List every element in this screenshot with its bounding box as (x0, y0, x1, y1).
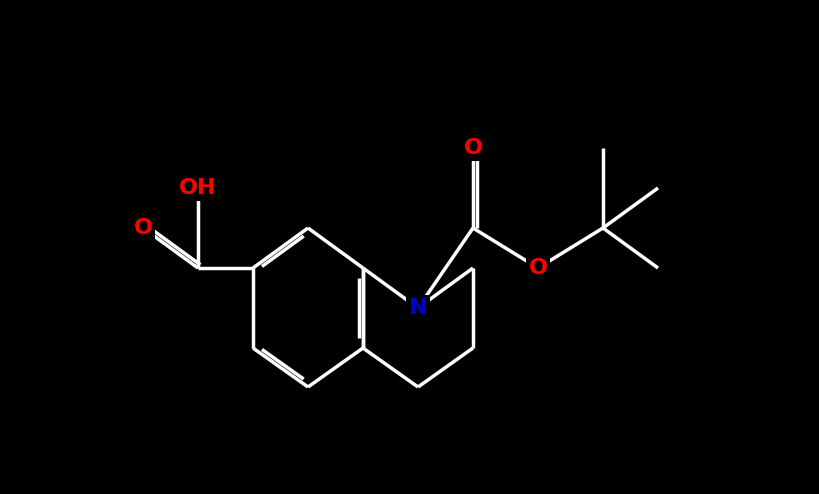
Text: N: N (409, 298, 428, 318)
Text: OH: OH (179, 178, 217, 198)
Text: O: O (133, 218, 152, 238)
Text: O: O (528, 258, 547, 278)
Text: O: O (464, 138, 482, 158)
